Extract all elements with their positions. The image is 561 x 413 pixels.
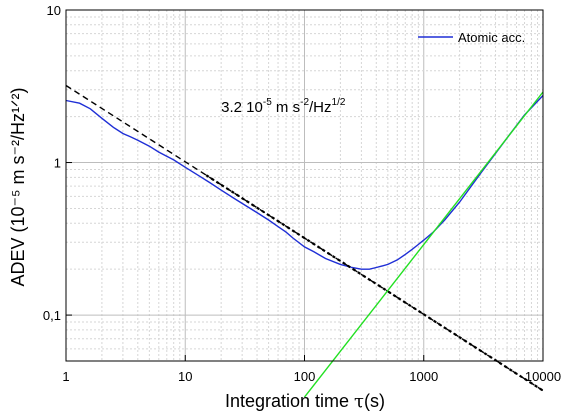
x-tick-label: 10000: [525, 369, 561, 384]
legend-label-atomic-acc: Atomic acc.: [458, 30, 525, 45]
y-axis-title: ADEV (10⁻⁵ m s⁻²/Hz¹ᐟ²): [8, 87, 28, 286]
slope-annotation: 3.2 10-5 m s-2/Hz1/2: [221, 97, 346, 116]
axis-ticks: 1 10 100 1000 10000 0,1 1 10: [43, 3, 561, 384]
y-tick-label: 10: [47, 3, 61, 18]
legend: Atomic acc.: [418, 30, 525, 45]
y-tick-label: 1: [54, 156, 61, 171]
data-series: [65, 84, 544, 398]
series-line-0: [65, 95, 544, 270]
x-tick-label: 1000: [409, 369, 438, 384]
x-tick-label: 1: [62, 369, 69, 384]
x-tick-label: 100: [294, 369, 316, 384]
series-line-2: [205, 174, 544, 392]
x-tick-label: 10: [178, 369, 192, 384]
y-tick-label: 0,1: [43, 308, 61, 323]
x-axis-title: Integration time τ(s): [225, 391, 385, 412]
series-line-3: [303, 91, 544, 398]
